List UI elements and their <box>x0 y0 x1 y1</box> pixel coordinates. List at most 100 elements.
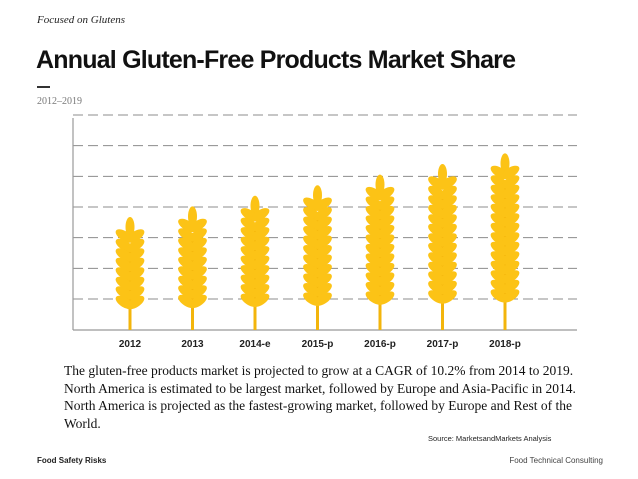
wheat-grain <box>439 290 457 304</box>
wheat-grain <box>314 283 332 297</box>
wheat-grain <box>314 197 332 211</box>
wheat-grain <box>251 284 270 298</box>
wheat-grain <box>501 260 520 275</box>
wheat-grain <box>438 164 447 184</box>
x-tick-labels: 2012 2013 2014-e 2015-p 2016-p 2017-p 2018-p <box>119 339 521 350</box>
wheat-grain <box>439 252 457 266</box>
wheat-grain <box>314 245 332 259</box>
wheat-grain <box>251 208 270 222</box>
wheat-grain <box>439 214 457 228</box>
x-tick-label: 2016-p <box>364 339 396 350</box>
wheat-bar <box>240 195 270 330</box>
wheat-grain <box>189 237 207 252</box>
x-tick-label: 2015-p <box>302 339 334 350</box>
wheat-grain <box>126 286 145 300</box>
wheat-grain <box>376 234 395 248</box>
wheat-grain <box>501 194 520 208</box>
wheat-grain <box>126 257 145 272</box>
wheat-grain <box>501 165 520 180</box>
wheat-grain <box>439 204 457 219</box>
wheat-grain <box>501 232 520 246</box>
wheat-grain <box>188 206 197 227</box>
x-tick-label: 2014-e <box>239 339 271 350</box>
wheat-grain <box>126 276 145 291</box>
wheat-grain <box>126 267 145 281</box>
x-tick-label: 2013 <box>181 339 204 350</box>
wheat-grain <box>439 195 457 209</box>
wheat-grain <box>501 213 520 227</box>
source-note: Source: MarketsandMarkets Analysis <box>428 434 552 443</box>
wheat-grain <box>251 274 270 288</box>
wheat-grain <box>500 153 510 174</box>
wheat-grain <box>314 235 332 249</box>
wheat-bar <box>115 217 145 330</box>
wheat-grain <box>189 275 207 290</box>
wheat-grain <box>314 264 332 278</box>
wheat-grain <box>376 272 395 286</box>
page-subtitle: 2012–2019 <box>37 96 82 107</box>
wheat-grain <box>501 289 520 303</box>
wheat-grain <box>251 217 270 231</box>
wheat-grain <box>501 222 520 237</box>
wheat-grain <box>439 176 457 190</box>
wheat-grain <box>189 266 207 280</box>
wheat-grain <box>376 262 395 277</box>
wheat-grain <box>126 229 145 243</box>
wheat-grain <box>439 271 457 285</box>
wheat-grain <box>189 218 207 233</box>
wheat-grain <box>251 255 270 269</box>
wheat-grain <box>250 195 260 216</box>
wheat-grain <box>314 216 332 230</box>
page-title: Annual Gluten-Free Products Market Share <box>36 46 516 74</box>
wheat-bar <box>365 174 395 330</box>
wheat-grain <box>376 291 395 305</box>
wheat-grain <box>314 273 332 287</box>
wheat-grain <box>313 185 322 206</box>
wheat-grain <box>439 261 457 276</box>
wheat-grain <box>439 233 457 247</box>
wheat-grain <box>376 205 395 220</box>
wheat-bar <box>303 185 332 330</box>
wheat-grain <box>314 254 332 268</box>
wheat-grain <box>501 270 520 284</box>
x-tick-label: 2017-p <box>427 339 459 350</box>
wheat-grain <box>376 281 395 296</box>
wheat-grain <box>126 238 145 253</box>
wheat-grain <box>189 256 207 271</box>
wheat-grain <box>251 236 270 250</box>
x-tick-label: 2012 <box>119 339 142 350</box>
wheat-grain <box>501 184 520 199</box>
wheat-grain <box>501 203 520 218</box>
wheat-bar <box>490 153 520 330</box>
wheat-grain <box>189 247 207 261</box>
wheat-grain <box>376 186 395 201</box>
wheat-grain <box>251 265 270 279</box>
wheat-grain <box>314 207 332 221</box>
footer-right-text: Food Technical Consulting <box>509 456 603 465</box>
wheat-grain <box>501 251 520 265</box>
wheat-grain <box>126 295 145 310</box>
wheat-grain <box>126 248 145 262</box>
wheat-grain <box>376 243 395 258</box>
wheat-grain <box>125 217 135 237</box>
wheat-grain <box>189 294 207 309</box>
x-tick-label: 2018-p <box>489 339 521 350</box>
wheat-grain <box>314 292 332 306</box>
wheat-grain <box>439 242 457 257</box>
chart-bars <box>115 153 520 330</box>
wheat-bar <box>428 164 457 330</box>
wheat-grain <box>439 280 457 295</box>
wheat-grain <box>375 174 385 195</box>
wheat-grain <box>376 215 395 229</box>
wheat-grain <box>251 246 270 260</box>
description-text: The gluten-free products market is proje… <box>64 363 576 431</box>
title-underline <box>37 86 50 88</box>
wheat-grain <box>251 227 270 241</box>
wheat-grain <box>501 279 520 294</box>
wheat-grain <box>189 285 207 299</box>
wheat-grain <box>251 293 270 307</box>
wheat-grain <box>501 175 520 189</box>
footer-left-text: Food Safety Risks <box>37 456 107 465</box>
wheat-bar <box>178 206 207 330</box>
